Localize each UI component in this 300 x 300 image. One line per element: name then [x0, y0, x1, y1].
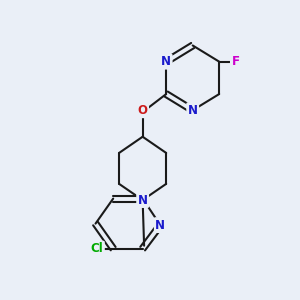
- Text: F: F: [231, 55, 239, 68]
- Text: N: N: [188, 104, 198, 117]
- Text: N: N: [138, 194, 148, 207]
- Text: N: N: [155, 219, 165, 232]
- Text: N: N: [161, 55, 171, 68]
- Text: O: O: [138, 104, 148, 117]
- Text: Cl: Cl: [91, 242, 103, 255]
